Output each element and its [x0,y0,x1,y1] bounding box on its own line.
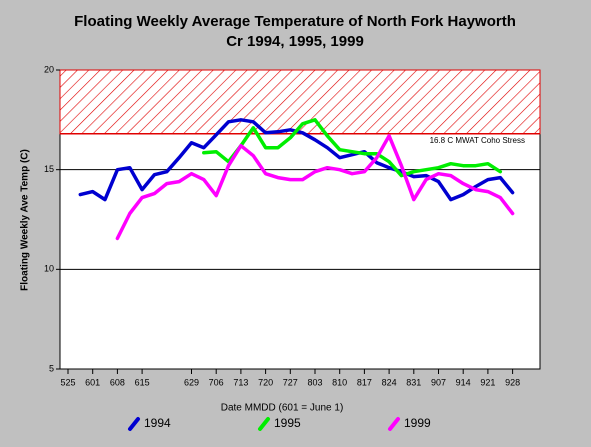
chart-title: Floating Weekly Average Temperature of N… [74,13,516,30]
legend-swatch [258,417,270,431]
x-tick-label: 706 [209,377,224,387]
chart-title: Cr 1994, 1995, 1999 [226,33,364,50]
y-tick-label: 20 [44,64,54,74]
x-tick-label: 817 [357,377,372,387]
x-tick-label: 720 [258,377,273,387]
x-tick-label: 907 [431,377,446,387]
legend-label: 1994 [144,416,171,430]
legend-label: 1999 [404,416,431,430]
series-line [115,134,515,241]
y-tick-label: 5 [49,363,54,373]
threshold-label: 16.8 C MWAT Coho Stress [430,136,525,145]
y-axis-label: Floating Weekly Ave Temp (C) [20,149,31,291]
x-tick-label: 824 [382,377,397,387]
x-axis-label: Date MMDD (601 = June 1) [221,403,344,414]
x-tick-label: 810 [332,377,347,387]
x-tick-label: 914 [456,377,471,387]
x-tick-label: 713 [233,377,248,387]
x-tick-label: 608 [110,377,125,387]
y-tick-label: 15 [44,164,54,174]
legend-label: 1995 [274,416,301,430]
x-tick-label: 803 [307,377,322,387]
x-tick-label: 629 [184,377,199,387]
x-tick-label: 928 [505,377,520,387]
legend-swatch [128,417,140,431]
x-tick-label: 921 [480,377,495,387]
stress-band [59,69,541,135]
x-tick-label: 615 [135,377,150,387]
x-tick-label: 601 [85,377,100,387]
x-tick-label: 525 [60,377,75,387]
y-tick-label: 10 [44,264,54,274]
x-tick-label: 727 [283,377,298,387]
legend-swatch [388,417,400,431]
x-tick-label: 831 [406,377,421,387]
series-line [202,118,503,178]
